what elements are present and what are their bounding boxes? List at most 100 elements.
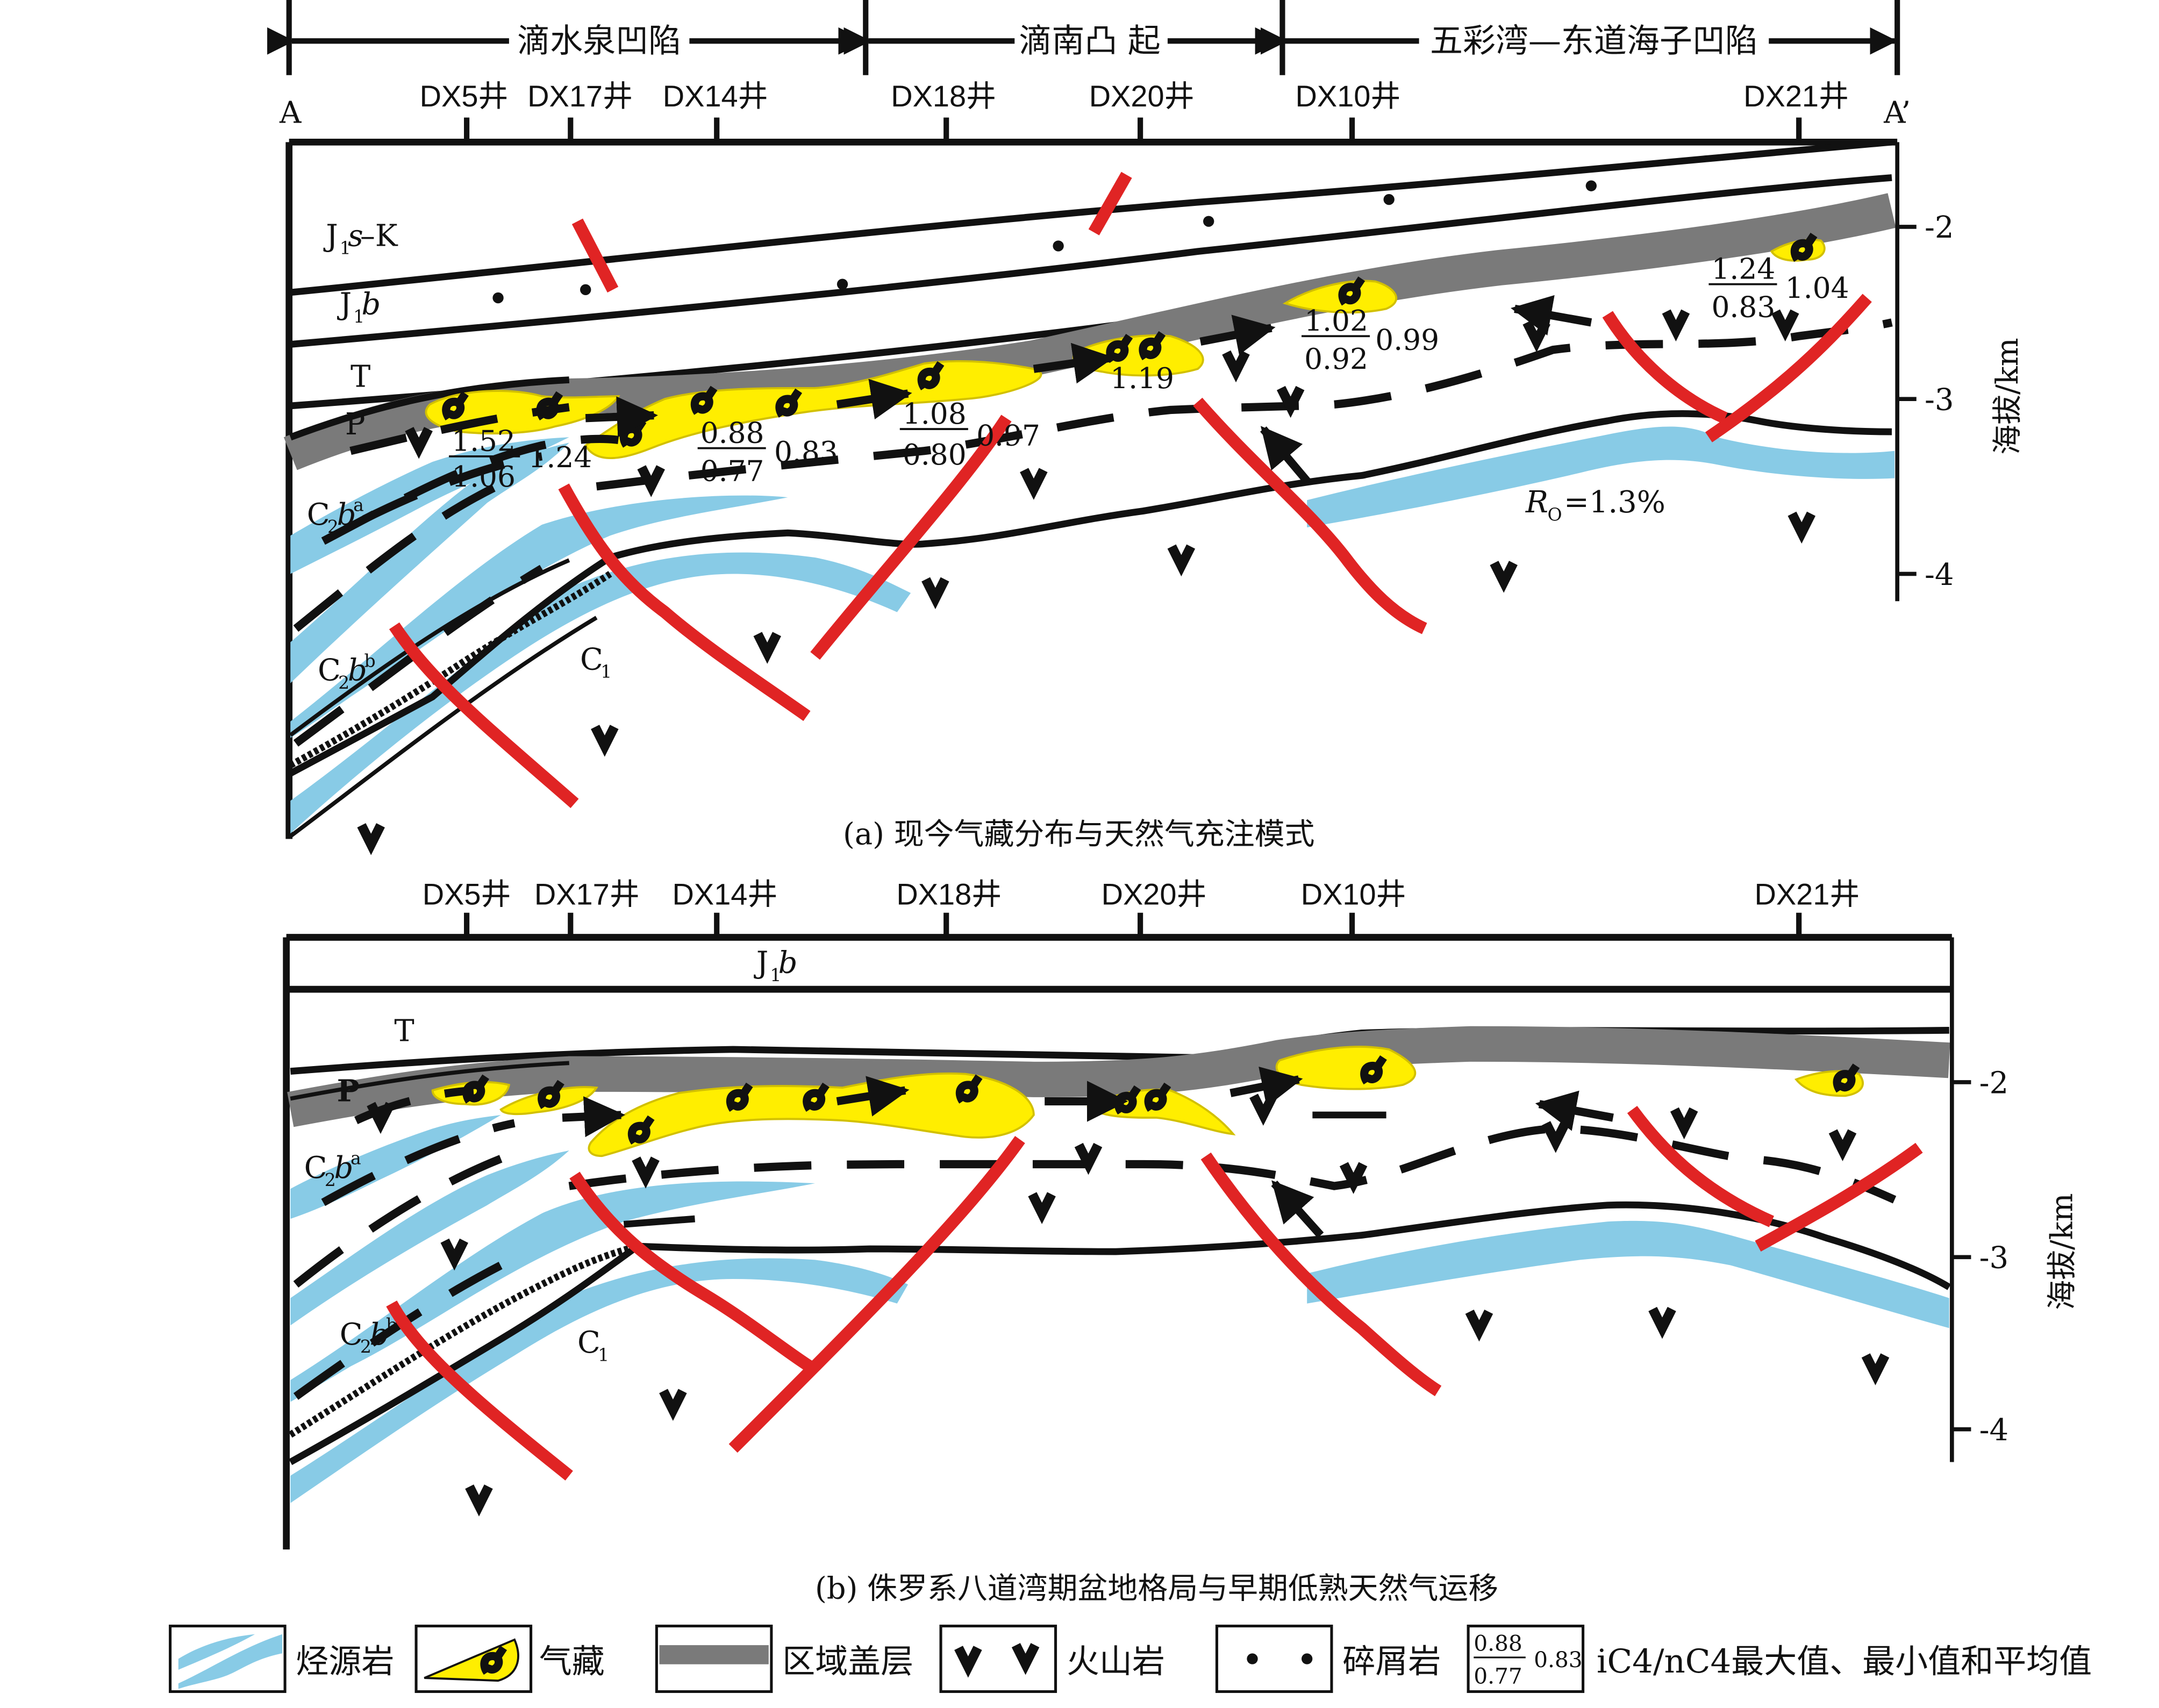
svg-text:R: R	[1525, 485, 1548, 520]
svg-text:b: b	[334, 1150, 354, 1185]
svg-text:0.97: 0.97	[976, 419, 1040, 453]
svg-text:b: b	[370, 1317, 389, 1352]
well-labels-panel-b: DX5井 DX17井 DX14井 DX18井 DX20井 DX10井 DX21井	[423, 877, 1860, 938]
svg-text:1.52: 1.52	[452, 424, 516, 458]
svg-text:a: a	[353, 495, 364, 516]
svg-text:a: a	[351, 1147, 361, 1168]
axis-title: 海拔/km	[2044, 1193, 2079, 1310]
svg-text:1.19: 1.19	[1110, 361, 1174, 395]
well-label: DX21井	[1755, 877, 1860, 911]
well-label: DX14井	[673, 877, 778, 911]
layer-label-c2bb: C 2 b b	[318, 650, 376, 693]
svg-text:1.06: 1.06	[452, 460, 516, 494]
panel-a-section: J 1 s –K J 1 b T P C 2 b a C 2 b b C 1 R	[283, 138, 2025, 852]
region-label-dishuiquan: 滴水泉凹陷	[517, 22, 681, 60]
svg-text:2: 2	[327, 516, 339, 537]
well-label: DX10井	[1296, 79, 1401, 113]
svg-text:0.77: 0.77	[700, 454, 764, 488]
panel-b-section: J 1 b T P C 2 b a C 2 b b C 1 -2 -	[283, 934, 2079, 1606]
svg-text:C: C	[577, 1325, 600, 1360]
well-label: DX18井	[891, 79, 996, 113]
svg-text:J: J	[754, 946, 768, 981]
legend-item-gas-reservoir: 气藏	[414, 1624, 605, 1693]
svg-text:0.83: 0.83	[1534, 1647, 1583, 1673]
layer-label-p: P	[345, 407, 366, 442]
svg-text:b: b	[337, 497, 356, 532]
well-label: DX17井	[527, 79, 633, 113]
well-label: DX5井	[423, 877, 511, 911]
svg-text:J: J	[323, 218, 338, 253]
axis-tick-label: -2	[1979, 1066, 2008, 1100]
well-label: DX21井	[1743, 79, 1849, 113]
layer-label-p: P	[337, 1074, 360, 1109]
svg-text:b: b	[361, 287, 381, 322]
axis-title: 海拔/km	[1990, 338, 2025, 455]
svg-text:O: O	[1547, 504, 1562, 525]
svg-text:1: 1	[353, 306, 364, 327]
layer-label-j1b: J 1 b	[754, 946, 797, 985]
ratio-label: 1.08 0.80 0.97	[899, 397, 1040, 471]
section-end-a: A	[279, 96, 302, 131]
svg-text:J: J	[337, 287, 352, 322]
region-label-dinan: 滴南凸 起	[1019, 22, 1160, 60]
svg-text:1.24: 1.24	[1711, 252, 1775, 285]
svg-text:火山岩: 火山岩	[1067, 1642, 1165, 1681]
axis-tick-label: -3	[1979, 1241, 2008, 1276]
ratio-label: 1.24 0.83 1.04	[1708, 252, 1849, 324]
panel-b-caption: (b) 侏罗系八道湾期盆地格局与早期低熟天然气运移	[815, 1571, 1498, 1606]
well-label: DX17井	[534, 877, 640, 911]
layer-label-j1b: J 1 b	[337, 287, 381, 327]
svg-text:C: C	[580, 642, 603, 677]
svg-text:0.99: 0.99	[1375, 323, 1439, 357]
svg-text:1.04: 1.04	[1785, 271, 1849, 305]
svg-text:–K: –K	[360, 218, 398, 253]
ratio-label: 1.52 1.06 1.24	[449, 424, 592, 494]
svg-text:b: b	[386, 1314, 397, 1335]
svg-text:1: 1	[598, 1344, 609, 1365]
legend-item-ratio: 0.88 0.77 0.83 iC4/nC4最大值、最小值和平均值	[1467, 1624, 2092, 1693]
svg-text:0.88: 0.88	[700, 416, 764, 449]
legend-item-source-rock: 烃源岩	[169, 1624, 394, 1693]
svg-text:=1.3%: =1.3%	[1564, 485, 1665, 520]
svg-text:0.80: 0.80	[903, 438, 967, 471]
svg-text:1.24: 1.24	[528, 440, 592, 474]
svg-text:1: 1	[340, 238, 351, 259]
svg-text:2: 2	[325, 1169, 336, 1190]
depth-axis-panel-b: -2 -3 -4 海拔/km	[1949, 937, 2079, 1462]
legend-item-volcanic: 火山岩	[939, 1624, 1165, 1693]
svg-text:碎屑岩: 碎屑岩	[1342, 1642, 1441, 1681]
well-label: DX14井	[663, 79, 768, 113]
well-label: DX20井	[1089, 79, 1195, 113]
svg-text:2: 2	[338, 672, 349, 693]
svg-text:b: b	[778, 946, 798, 981]
svg-text:0.83: 0.83	[1711, 290, 1775, 324]
ratio-label: 1.19	[1110, 361, 1174, 395]
well-label: DX10井	[1301, 877, 1406, 911]
well-label: DX5井	[420, 79, 509, 113]
svg-text:0.92: 0.92	[1304, 342, 1368, 376]
svg-text:0.88: 0.88	[1474, 1630, 1522, 1656]
legend-item-clastic: 碎屑岩	[1215, 1624, 1441, 1693]
panel-a-caption: (a) 现今气藏分布与天然气充注模式	[843, 817, 1314, 852]
well-labels-panel-a: DX5井 DX17井 DX14井 DX18井 DX20井 DX10井 DX21井	[420, 79, 1849, 141]
svg-text:1: 1	[600, 661, 612, 682]
region-header: 滴水泉凹陷 滴南凸 起 五彩湾—东道海子凹陷 A A’	[267, 0, 1911, 131]
svg-text:C: C	[304, 1150, 327, 1185]
well-label: DX18井	[896, 877, 1002, 911]
svg-text:0.83: 0.83	[774, 435, 838, 469]
svg-text:2: 2	[360, 1336, 371, 1357]
svg-text:气藏: 气藏	[539, 1642, 605, 1681]
depth-axis-panel-a: -2 -3 -4 海拔/km	[1895, 142, 2025, 602]
layer-label-c2bb: C 2 b b	[340, 1314, 398, 1357]
layer-label-c2ba: C 2 b a	[307, 495, 364, 538]
layer-label-t: T	[394, 1014, 414, 1049]
svg-text:C: C	[340, 1317, 363, 1352]
ratio-label: 1.02 0.92 0.99	[1302, 304, 1439, 376]
svg-text:s: s	[348, 218, 363, 253]
region-label-wucaiwan: 五彩湾—东道海子凹陷	[1430, 22, 1758, 60]
legend-item-regional-cap: 区域盖层	[655, 1624, 913, 1693]
axis-tick-label: -4	[1979, 1413, 2008, 1448]
legend: 烃源岩 气藏 区域盖层 火山岩 碎屑岩 0.88	[169, 1624, 2092, 1693]
layer-label-c2ba: C 2 b a	[304, 1147, 361, 1190]
